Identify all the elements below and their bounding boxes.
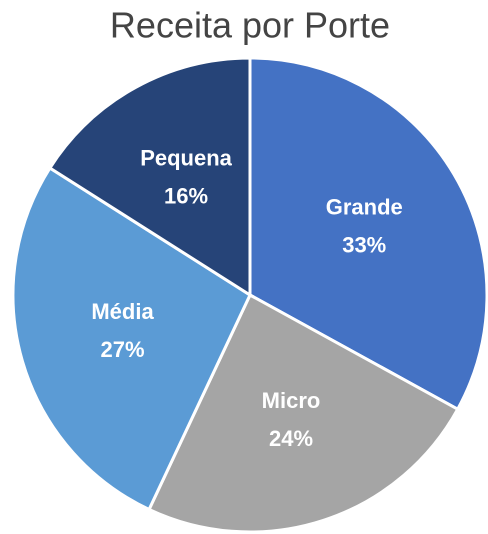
pie-slice — [47, 56, 252, 298]
pie-slice — [147, 292, 460, 534]
slice-label: Pequena — [140, 146, 232, 171]
value-label: 27% — [101, 337, 145, 362]
pie-slice — [248, 56, 488, 412]
slice-label: Média — [91, 299, 154, 324]
slice-label: Micro — [262, 388, 321, 413]
chart-title: Receita por Porte — [110, 5, 390, 46]
value-label: 24% — [269, 426, 313, 451]
value-label: 33% — [342, 232, 386, 257]
pie-slice — [11, 165, 252, 512]
slice-label: Grande — [326, 194, 403, 219]
value-label: 16% — [164, 184, 208, 209]
